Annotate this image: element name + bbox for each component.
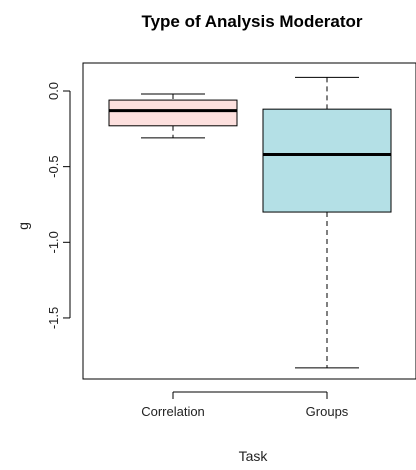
box-iqr xyxy=(108,99,238,127)
y-tick-label: -1.0 xyxy=(46,231,61,253)
y-axis-label: g xyxy=(15,222,31,230)
box-correlation xyxy=(108,93,238,139)
y-tick-label: 0.0 xyxy=(46,82,61,100)
box-iqr xyxy=(262,108,392,213)
x-tick-label: Correlation xyxy=(141,404,205,419)
y-tick-label: -0.5 xyxy=(46,155,61,177)
boxes xyxy=(108,76,392,369)
plot-frame xyxy=(82,62,416,380)
box-groups xyxy=(262,76,392,369)
y-tick-label: -1.5 xyxy=(46,307,61,329)
x-axis: Correlation Groups xyxy=(141,391,349,419)
x-tick-label: Groups xyxy=(306,404,349,419)
y-axis: 0.0 -0.5 -1.0 -1.5 xyxy=(46,82,71,329)
x-axis-label: Task xyxy=(239,448,269,464)
chart-title: Type of Analysis Moderator xyxy=(141,12,362,31)
